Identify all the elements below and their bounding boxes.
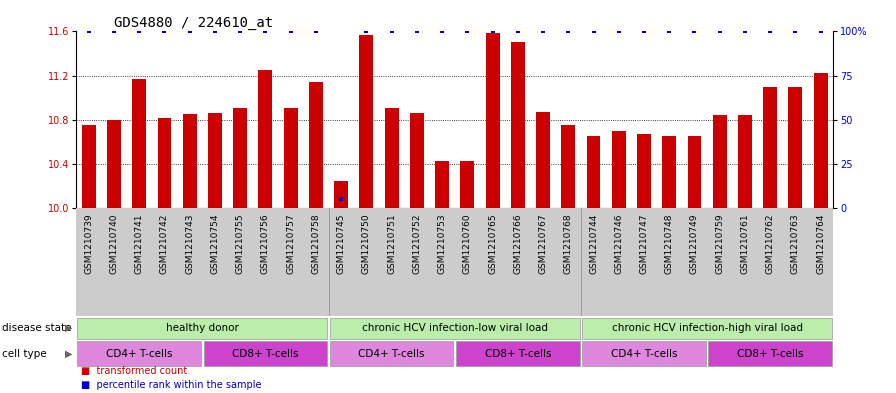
- Text: CD8+ T-cells: CD8+ T-cells: [232, 349, 298, 359]
- Bar: [133, 79, 146, 208]
- Text: GSM1210752: GSM1210752: [412, 214, 421, 274]
- Bar: [587, 136, 600, 208]
- Text: CD4+ T-cells: CD4+ T-cells: [611, 349, 677, 359]
- Text: CD4+ T-cells: CD4+ T-cells: [358, 349, 425, 359]
- Text: GSM1210754: GSM1210754: [211, 214, 220, 274]
- Text: GSM1210740: GSM1210740: [109, 214, 118, 274]
- Bar: [788, 87, 802, 208]
- Bar: [108, 120, 121, 208]
- Text: GSM1210764: GSM1210764: [816, 214, 825, 274]
- Bar: [738, 116, 752, 208]
- Text: GSM1210757: GSM1210757: [286, 214, 295, 274]
- Text: chronic HCV infection-low viral load: chronic HCV infection-low viral load: [362, 323, 547, 333]
- Text: chronic HCV infection-high viral load: chronic HCV infection-high viral load: [612, 323, 803, 333]
- Text: cell type: cell type: [2, 349, 47, 359]
- Bar: [82, 125, 96, 208]
- FancyBboxPatch shape: [330, 341, 453, 366]
- FancyBboxPatch shape: [709, 341, 832, 366]
- Bar: [158, 118, 171, 208]
- Text: GDS4880 / 224610_at: GDS4880 / 224610_at: [114, 17, 273, 30]
- Text: GSM1210759: GSM1210759: [715, 214, 724, 274]
- Bar: [637, 134, 650, 208]
- Bar: [410, 113, 424, 208]
- Text: GSM1210739: GSM1210739: [84, 214, 93, 274]
- Text: GSM1210747: GSM1210747: [640, 214, 649, 274]
- Text: GSM1210744: GSM1210744: [589, 214, 598, 274]
- Text: CD8+ T-cells: CD8+ T-cells: [485, 349, 551, 359]
- Bar: [284, 108, 297, 208]
- Bar: [359, 35, 374, 208]
- Text: GSM1210756: GSM1210756: [261, 214, 270, 274]
- Text: ▶: ▶: [65, 323, 72, 333]
- Bar: [435, 161, 449, 208]
- Bar: [536, 112, 550, 208]
- FancyBboxPatch shape: [77, 341, 201, 366]
- Text: GSM1210741: GSM1210741: [134, 214, 143, 274]
- Text: GSM1210766: GSM1210766: [513, 214, 522, 274]
- Text: GSM1210748: GSM1210748: [665, 214, 674, 274]
- Bar: [562, 125, 575, 208]
- Text: GSM1210743: GSM1210743: [185, 214, 194, 274]
- Bar: [233, 108, 247, 208]
- Bar: [763, 87, 777, 208]
- Bar: [259, 70, 272, 208]
- Text: disease state: disease state: [2, 323, 72, 333]
- Text: GSM1210760: GSM1210760: [463, 214, 472, 274]
- Text: GSM1210746: GSM1210746: [615, 214, 624, 274]
- Text: GSM1210750: GSM1210750: [362, 214, 371, 274]
- Bar: [713, 116, 727, 208]
- Bar: [384, 108, 399, 208]
- Bar: [814, 73, 828, 208]
- Text: GSM1210742: GSM1210742: [160, 214, 169, 274]
- Bar: [461, 161, 474, 208]
- Text: GSM1210761: GSM1210761: [740, 214, 749, 274]
- Bar: [662, 136, 676, 208]
- Text: GSM1210753: GSM1210753: [437, 214, 446, 274]
- FancyBboxPatch shape: [456, 341, 580, 366]
- Bar: [612, 131, 625, 208]
- Bar: [208, 113, 222, 208]
- Text: GSM1210762: GSM1210762: [766, 214, 775, 274]
- Bar: [334, 181, 348, 208]
- Bar: [486, 33, 499, 208]
- Text: GSM1210755: GSM1210755: [236, 214, 245, 274]
- Bar: [183, 114, 196, 208]
- FancyBboxPatch shape: [203, 341, 327, 366]
- Text: CD4+ T-cells: CD4+ T-cells: [106, 349, 173, 359]
- Text: healthy donor: healthy donor: [166, 323, 239, 333]
- Bar: [511, 42, 525, 208]
- Bar: [687, 136, 702, 208]
- FancyBboxPatch shape: [330, 318, 580, 339]
- Text: GSM1210768: GSM1210768: [564, 214, 573, 274]
- Text: ▶: ▶: [65, 349, 72, 359]
- Text: GSM1210765: GSM1210765: [488, 214, 497, 274]
- Text: ■  percentile rank within the sample: ■ percentile rank within the sample: [81, 380, 261, 390]
- FancyBboxPatch shape: [77, 318, 327, 339]
- Text: GSM1210749: GSM1210749: [690, 214, 699, 274]
- Text: CD8+ T-cells: CD8+ T-cells: [737, 349, 804, 359]
- Text: GSM1210758: GSM1210758: [312, 214, 321, 274]
- Text: GSM1210751: GSM1210751: [387, 214, 396, 274]
- Bar: [309, 82, 323, 208]
- Text: GSM1210767: GSM1210767: [538, 214, 547, 274]
- FancyBboxPatch shape: [582, 318, 832, 339]
- Text: GSM1210745: GSM1210745: [337, 214, 346, 274]
- Text: GSM1210763: GSM1210763: [791, 214, 800, 274]
- FancyBboxPatch shape: [582, 341, 706, 366]
- Text: ■  transformed count: ■ transformed count: [81, 366, 187, 376]
